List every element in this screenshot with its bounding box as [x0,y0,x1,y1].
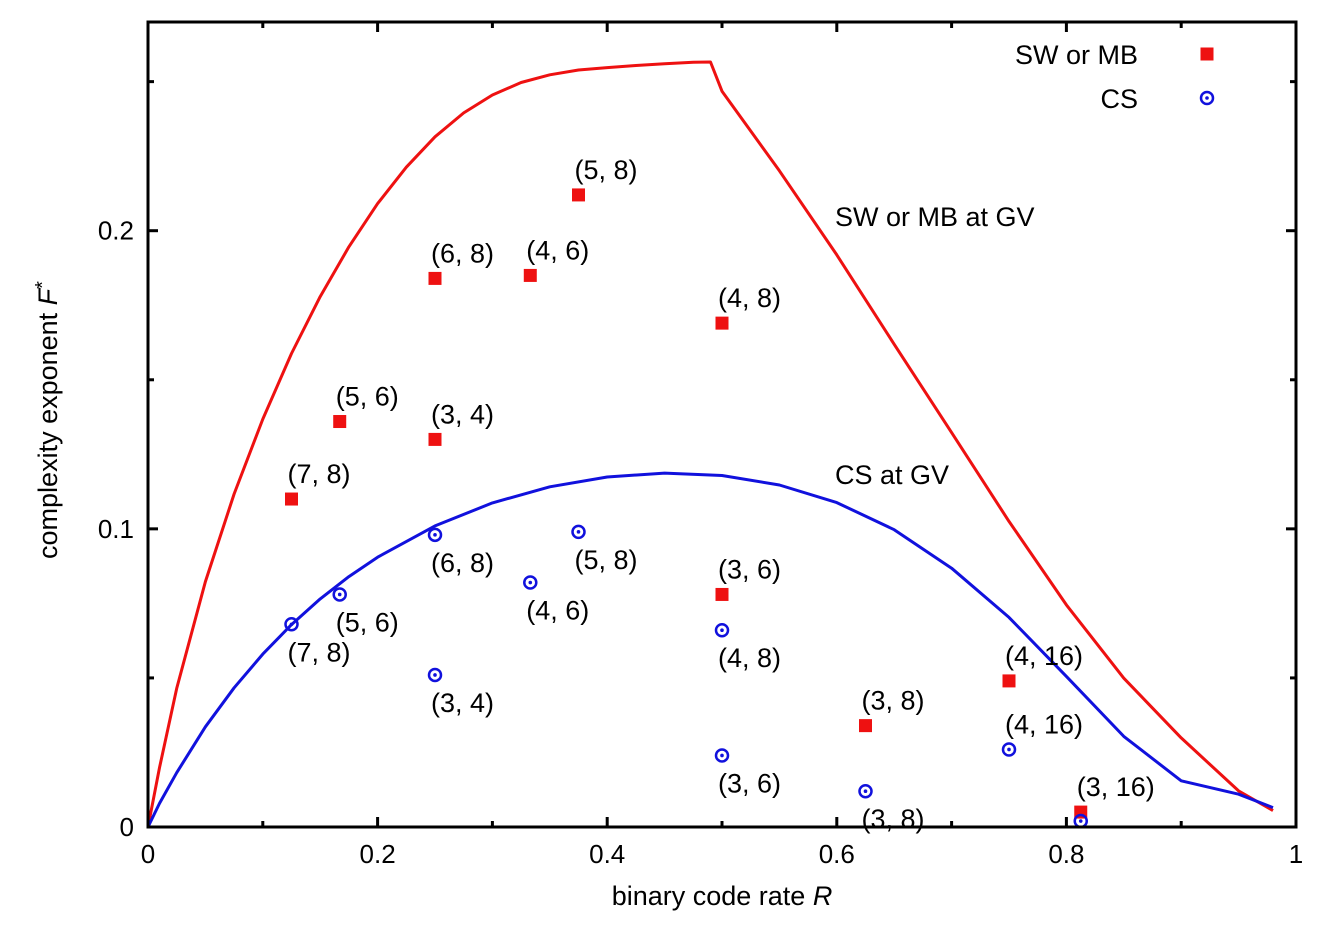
y-axis-label-sup: * [32,281,54,289]
x-tick-label-5: 1 [1289,839,1303,869]
marker-cs-8-ring [858,783,873,799]
point-label-sw-or-mb-6: (4, 8) [718,283,781,313]
point-label-sw-or-mb-8: (3, 8) [862,686,925,716]
marker-sw-or-mb-9 [1002,674,1016,688]
point-label-sw-or-mb-5: (5, 8) [575,155,638,185]
y-tick-label-2: 0.2 [98,216,134,246]
legend-marker-cs [1199,90,1215,106]
y-axis-label: complexity exponent F* [32,281,63,559]
marker-cs-0-ring [284,617,299,632]
y-tick-label-1: 0.1 [98,514,134,544]
x-tick-label-4: 0.8 [1048,839,1084,869]
x-axis-label-var: R [813,881,833,911]
marker-cs-5-ring [571,524,586,540]
marker-cs-9-dot [1007,747,1011,752]
marker-cs-2-dot [433,533,437,537]
point-label-cs-4: (4, 6) [526,596,589,626]
marker-sw-or-mb-5 [572,188,585,202]
legend-marker-sw-or-mb [1200,47,1214,61]
point-label-sw-or-mb-3: (3, 4) [431,399,494,429]
y-axis-label-text: complexity exponent [33,305,63,559]
legend-marker-cs-dot [1205,96,1209,100]
marker-cs-6-ring [714,622,730,638]
marker-cs-1-ring [332,587,347,602]
marker-cs-2 [427,527,443,543]
x-axis-label-text: binary code rate [612,881,813,911]
marker-sw-or-mb-2 [428,271,442,285]
x-tick-label-2: 0.4 [589,839,625,869]
x-axis-label: binary code rate R [612,881,833,911]
marker-sw-or-mb-8 [859,719,872,733]
marker-cs-0-dot [289,622,294,627]
curve-label-sw-mb: SW or MB at GV [835,202,1035,232]
marker-cs-6 [714,622,730,638]
point-label-sw-or-mb-10: (3, 16) [1077,772,1155,802]
marker-cs-1 [332,587,347,602]
legend-label-sw-or-mb: SW or MB [1015,40,1138,70]
curves-layer [146,60,1274,828]
point-label-cs-8: (3, 8) [862,804,925,834]
marker-cs-5-dot [576,530,581,534]
marker-sw-or-mb-4 [523,268,537,282]
marker-cs-5 [571,524,586,540]
marker-sw-or-mb-1 [333,415,347,429]
x-tick-label-1: 0.2 [360,839,396,869]
point-label-sw-or-mb-0: (7, 8) [288,459,351,489]
marker-cs-9 [1001,742,1017,757]
marker-cs-3-dot [433,673,437,677]
marker-cs-4-dot [528,580,533,585]
curve-label-cs: CS at GV [835,460,949,490]
point-label-cs-5: (5, 8) [575,545,638,575]
legend: SW or MB CS [1015,40,1215,114]
point-label-sw-or-mb-7: (3, 6) [718,554,781,584]
marker-cs-7-dot [720,753,724,758]
marker-sw-or-mb-0 [285,492,298,506]
point-label-cs-6: (4, 8) [718,643,781,673]
axes-layer: 0 0.2 0.4 0.6 0.8 1 0 0.1 0.2 [98,20,1303,869]
marker-cs-0 [284,617,299,632]
y-tick-label-0: 0 [120,812,134,842]
point-label-cs-9: (4, 16) [1005,709,1083,739]
marker-cs-1-dot [337,592,342,597]
point-label-cs-3: (3, 4) [431,688,494,718]
point-label-sw-or-mb-2: (6, 8) [431,238,494,268]
marker-cs-8-dot [863,789,868,794]
legend-marker-cs-ring [1199,90,1215,106]
marker-cs-10-dot [1078,819,1083,823]
point-label-sw-or-mb-9: (4, 16) [1005,641,1083,671]
marker-cs-8 [858,783,873,799]
point-label-cs-1: (5, 6) [336,607,399,637]
x-tick-label-3: 0.6 [819,839,855,869]
curve-cs-at-gv [146,471,1274,828]
point-label-cs-2: (6, 8) [431,548,494,578]
marker-cs-3 [427,667,443,683]
legend-label-cs: CS [1100,84,1138,114]
point-label-cs-0: (7, 8) [288,637,351,667]
point-label-cs-7: (3, 6) [718,768,781,798]
marker-cs-7 [714,748,730,763]
x-tick-label-0: 0 [141,839,155,869]
marker-cs-4 [523,575,538,590]
point-label-sw-or-mb-4: (4, 6) [526,235,589,265]
marker-cs-4-ring [523,575,538,590]
marker-sw-or-mb-7 [715,587,729,601]
marker-cs-9-ring [1001,742,1017,757]
marker-cs-6-dot [720,628,724,633]
marker-cs-7-ring [714,748,730,763]
marker-cs-2-ring [427,527,443,543]
marker-sw-or-mb-3 [428,432,442,446]
point-label-sw-or-mb-1: (5, 6) [336,382,399,412]
marker-cs-3-ring [427,667,443,683]
y-axis-label-var: F [33,287,63,305]
curve-sw-or-mb-at-gv [146,60,1274,828]
markers-layer [284,188,1088,829]
marker-sw-or-mb-6 [715,316,729,330]
point-labels-layer: (7, 8)(5, 6)(6, 8)(3, 4)(4, 6)(5, 8)(4, … [288,155,1155,834]
